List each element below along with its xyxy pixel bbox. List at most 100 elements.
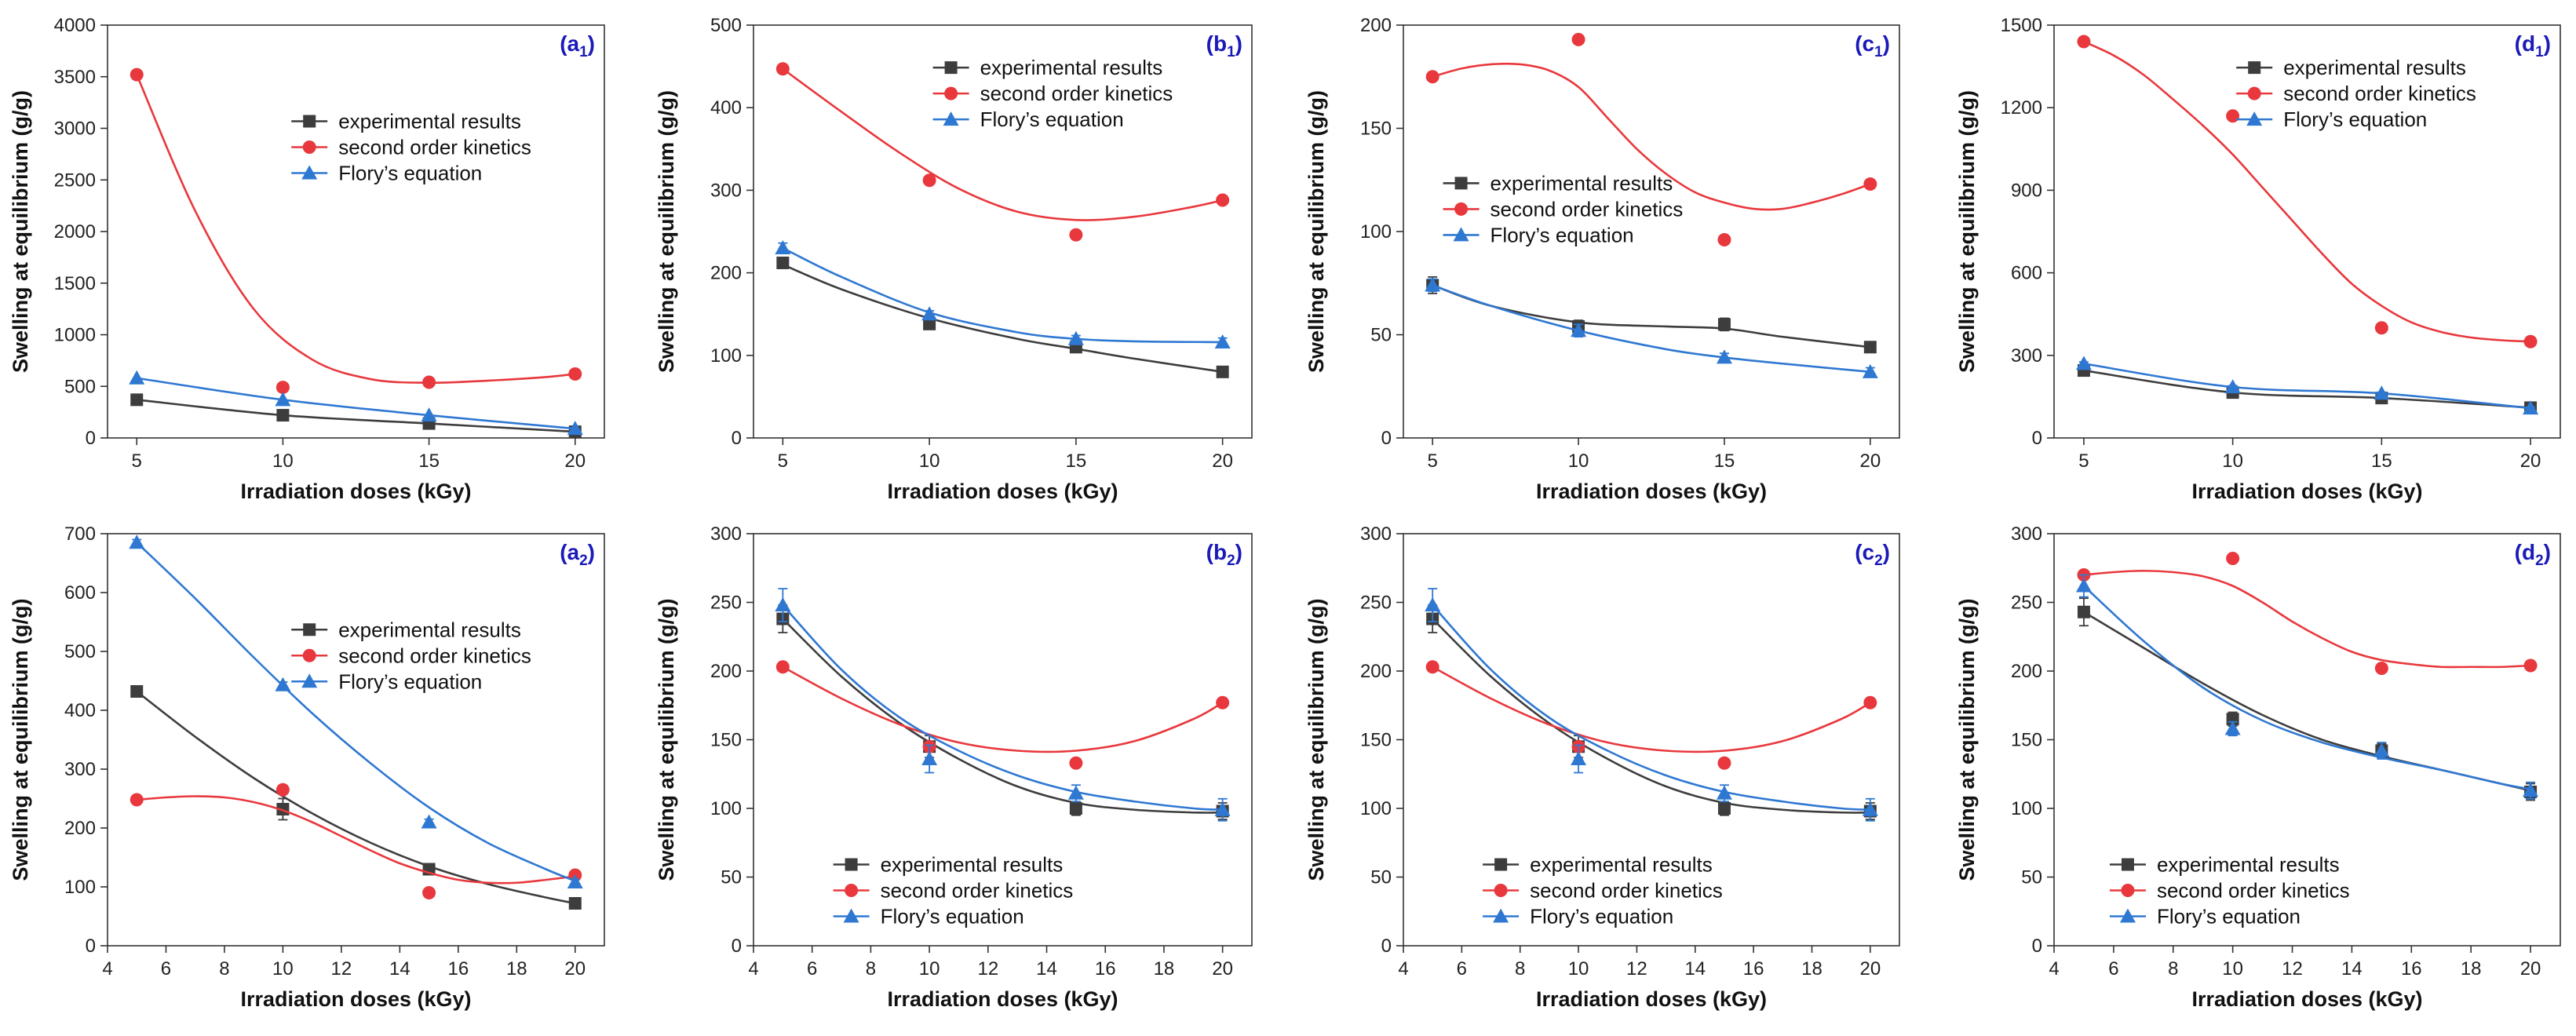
chart-panel-a1: 5 10 15 20 0 500 1000 1500 2000 2500 3000 3500 4000 I… — [9, 15, 605, 503]
data-point-triangle — [2075, 356, 2092, 370]
data-point-circle — [422, 375, 436, 389]
legend-entry-label: second order kinetics — [980, 82, 1173, 105]
data-point-circle — [1216, 695, 1230, 710]
panel-label: (b1) — [1206, 31, 1242, 60]
panel-label: (b2) — [1206, 540, 1242, 569]
data-point-triangle — [2523, 782, 2539, 797]
y-tick-label: 250 — [2011, 593, 2042, 614]
data-point-circle — [2226, 109, 2240, 123]
data-point-triangle — [2224, 379, 2241, 394]
legend-entry-label: second order kinetics — [1491, 197, 1684, 221]
x-axis-label: Irradiation doses (kGy) — [887, 987, 1118, 1011]
data-point-triangle — [1425, 597, 1441, 611]
fit-line-circle — [137, 795, 575, 885]
data-point-circle — [2374, 662, 2388, 675]
x-tick-label: 8 — [219, 958, 229, 979]
y-axis-label: Swelling at equilibrium (g/g) — [9, 598, 32, 881]
fit-line-square — [136, 690, 576, 905]
data-point-circle — [130, 793, 144, 807]
x-tick-label: 10 — [1568, 451, 1589, 472]
fit-line-square — [1432, 618, 1870, 814]
legend-marker-square — [845, 858, 858, 871]
legend-entry-label: second order kinetics — [338, 644, 531, 667]
data-point-circle — [775, 660, 790, 674]
data-point-triangle — [1425, 277, 1441, 292]
x-tick-label: 5 — [1427, 451, 1437, 472]
y-tick-label: 500 — [710, 15, 742, 36]
chart-panel-c2: 4 6 8 10 12 14 16 18 20050100150200250300Irradia… — [1304, 523, 1900, 1011]
x-tick-label: 4 — [748, 958, 758, 979]
y-tick-label: 1500 — [54, 273, 96, 294]
x-tick-label: 5 — [2078, 451, 2089, 472]
y-tick-label: 100 — [710, 345, 742, 367]
legend-entry-label: experimental results — [1530, 853, 1713, 877]
y-tick-label: 300 — [2011, 345, 2042, 367]
y-tick-label: 0 — [2032, 428, 2042, 449]
x-tick-label: 16 — [447, 958, 469, 979]
x-axis-label: Irradiation doses (kGy) — [887, 480, 1118, 503]
y-tick-label: 600 — [2011, 263, 2042, 284]
y-tick-label: 200 — [710, 263, 742, 284]
y-tick-label: 0 — [732, 428, 742, 449]
legend-entry-label: second order kinetics — [2157, 879, 2350, 903]
x-tick-label: 8 — [2168, 958, 2178, 979]
data-point-circle — [1717, 233, 1731, 247]
data-point-circle — [1863, 177, 1877, 192]
x-axis-label: Irradiation doses (kGy) — [2191, 480, 2422, 503]
x-tick-label: 10 — [919, 958, 940, 979]
data-point-square — [776, 256, 790, 269]
data-point-circle — [2374, 321, 2388, 335]
x-tick-label: 5 — [132, 451, 142, 472]
x-tick-label: 14 — [1684, 958, 1706, 979]
fit-line-triangle — [1432, 604, 1870, 812]
data-point-circle — [568, 367, 582, 381]
plot-frame — [1403, 24, 1900, 439]
data-point-triangle — [1716, 349, 1732, 364]
data-point-circle — [922, 173, 936, 188]
y-tick-label: 100 — [710, 798, 742, 819]
x-tick-label: 6 — [2108, 958, 2118, 979]
y-tick-label: 1200 — [2001, 97, 2042, 119]
legend-marker-circle — [302, 648, 316, 662]
data-point-triangle — [1214, 334, 1231, 348]
data-point-triangle — [275, 392, 291, 407]
legend-entry-label: second order kinetics — [338, 136, 531, 159]
y-tick-label: 1500 — [2001, 15, 2042, 36]
fit-line-square — [2083, 611, 2531, 792]
legend-marker-circle — [2121, 884, 2135, 897]
y-tick-label: 50 — [1370, 867, 1392, 888]
data-point-square — [923, 317, 936, 330]
legend-marker-square — [1494, 858, 1508, 871]
data-point-triangle — [1571, 323, 1587, 337]
data-point-triangle — [129, 534, 145, 549]
legend-marker-square — [1454, 177, 1468, 190]
legend-marker-triangle — [2119, 908, 2136, 923]
legend-entry-label: Flory’s equation — [980, 108, 1124, 131]
data-point-triangle — [1067, 785, 1084, 800]
y-tick-label: 0 — [1381, 936, 1392, 957]
legend-marker-circle — [302, 140, 316, 154]
panel-label: (c2) — [1855, 540, 1890, 569]
data-point-circle — [1425, 70, 1439, 84]
fit-line-triangle — [782, 246, 1223, 344]
x-tick-label: 12 — [331, 958, 352, 979]
data-point-triangle — [129, 370, 145, 385]
x-axis-label: Irradiation doses (kGy) — [240, 480, 471, 503]
y-tick-label: 4000 — [54, 15, 96, 36]
legend-marker-triangle — [843, 908, 859, 923]
x-tick-label: 14 — [1036, 958, 1057, 979]
y-tick-label: 300 — [1360, 523, 1392, 545]
x-tick-label: 4 — [1398, 958, 1408, 979]
data-point-triangle — [2523, 400, 2539, 415]
legend-marker-triangle — [943, 111, 959, 126]
y-tick-label: 50 — [2021, 867, 2042, 888]
y-axis-label: Swelling at equilibrium (g/g) — [1304, 598, 1328, 881]
data-point-circle — [1571, 32, 1585, 46]
data-point-circle — [1216, 193, 1230, 207]
x-tick-label: 10 — [272, 958, 294, 979]
panel-label: (a2) — [560, 540, 595, 569]
x-tick-label: 20 — [1212, 958, 1233, 979]
